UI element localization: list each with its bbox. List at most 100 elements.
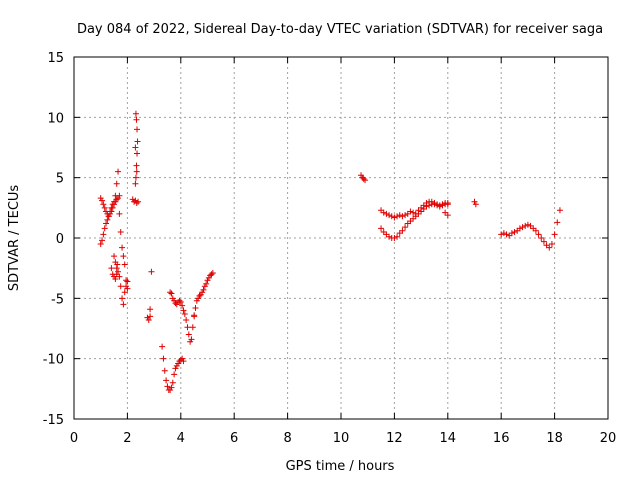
data-point <box>181 311 188 318</box>
data-point <box>121 261 128 268</box>
data-point <box>115 268 122 275</box>
data-point <box>524 221 531 228</box>
data-point <box>145 317 152 324</box>
chart-title: Day 084 of 2022, Sidereal Day-to-day VTE… <box>77 22 603 37</box>
data-point <box>133 200 140 207</box>
data-point <box>111 253 118 260</box>
data-point <box>100 201 107 208</box>
data-point <box>444 200 451 207</box>
y-axis-label: SDTVAR / TECUs <box>7 185 22 292</box>
data-point <box>101 204 108 211</box>
data-point <box>133 162 140 169</box>
y-tick-label: -10 <box>43 353 64 368</box>
x-tick-label: 20 <box>600 431 617 446</box>
data-point <box>407 208 414 215</box>
data-point <box>119 244 126 251</box>
data-point <box>108 208 115 215</box>
data-point <box>161 367 168 374</box>
data-point <box>100 231 107 238</box>
data-point <box>192 304 199 311</box>
data-point <box>548 241 555 248</box>
data-point <box>184 324 191 331</box>
data-point <box>148 268 155 275</box>
data-point <box>134 138 141 145</box>
data-point <box>116 273 123 280</box>
data-point <box>472 201 479 208</box>
data-point <box>147 306 154 313</box>
data-point <box>163 377 170 384</box>
data-point <box>203 280 210 287</box>
data-point <box>551 231 558 238</box>
data-point <box>179 302 186 309</box>
data-point <box>116 192 123 199</box>
data-point <box>391 214 398 221</box>
data-point <box>112 276 119 283</box>
data-point <box>431 200 438 207</box>
data-point <box>439 201 446 208</box>
data-point <box>209 269 216 276</box>
data-point <box>176 297 183 304</box>
data-point <box>171 371 178 378</box>
data-point <box>503 231 510 238</box>
data-point <box>134 126 141 133</box>
data-point <box>120 253 127 260</box>
data-point <box>159 343 166 350</box>
data-point <box>196 292 203 299</box>
y-tick-label: 0 <box>56 232 64 247</box>
data-point <box>117 228 124 235</box>
x-tick-label: 4 <box>177 431 185 446</box>
y-tick-label: 10 <box>47 111 64 126</box>
x-axis-label: GPS time / hours <box>286 459 395 474</box>
data-point <box>97 241 104 248</box>
data-point <box>500 230 507 237</box>
data-point <box>383 210 390 217</box>
data-point <box>132 144 139 151</box>
data-point <box>402 224 409 231</box>
data-point <box>101 225 108 232</box>
data-point <box>410 209 417 216</box>
data-point <box>394 213 401 220</box>
data-point <box>133 168 140 175</box>
data-point <box>113 180 120 187</box>
data-point <box>160 355 167 362</box>
data-point <box>168 290 175 297</box>
data-point <box>538 235 545 241</box>
data-points <box>97 110 563 394</box>
data-point <box>133 116 140 123</box>
data-point <box>177 356 184 363</box>
data-point <box>117 283 124 290</box>
data-point <box>362 177 369 184</box>
y-tick-label: 15 <box>47 51 64 66</box>
x-tick-label: 8 <box>283 431 291 446</box>
data-point <box>109 204 116 211</box>
data-point <box>386 233 393 240</box>
axis-ticks: 0 2 4 6 8 10 12 14 16 18 20 -15 -10 -5 0 5 10 15 <box>43 51 617 446</box>
data-point <box>135 198 142 205</box>
data-point <box>532 227 539 234</box>
x-tick-label: 18 <box>546 431 563 446</box>
data-point <box>391 235 398 241</box>
data-point <box>516 225 523 232</box>
y-tick-label: -5 <box>51 292 64 307</box>
data-point <box>113 265 120 272</box>
data-point <box>147 313 154 320</box>
data-point <box>388 213 395 220</box>
data-point <box>554 219 561 226</box>
data-point <box>185 331 192 338</box>
data-point <box>191 313 198 320</box>
data-point <box>116 210 123 217</box>
data-point <box>177 298 184 305</box>
x-tick-label: 2 <box>123 431 131 446</box>
data-point <box>386 212 393 219</box>
y-tick-label: -15 <box>43 413 64 428</box>
data-point <box>402 212 409 219</box>
data-point <box>444 212 451 219</box>
data-point <box>208 271 215 278</box>
data-point <box>396 212 403 219</box>
data-point <box>108 265 115 272</box>
data-point <box>99 237 106 244</box>
data-point <box>436 202 443 209</box>
data-point <box>519 224 526 231</box>
data-point <box>172 300 179 307</box>
